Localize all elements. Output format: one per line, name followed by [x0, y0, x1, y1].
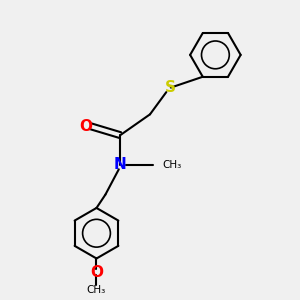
Text: O: O [90, 265, 103, 280]
Text: O: O [80, 119, 93, 134]
Text: CH₃: CH₃ [162, 160, 181, 170]
Text: N: N [114, 158, 127, 172]
Text: S: S [165, 80, 176, 95]
Text: CH₃: CH₃ [87, 285, 106, 295]
